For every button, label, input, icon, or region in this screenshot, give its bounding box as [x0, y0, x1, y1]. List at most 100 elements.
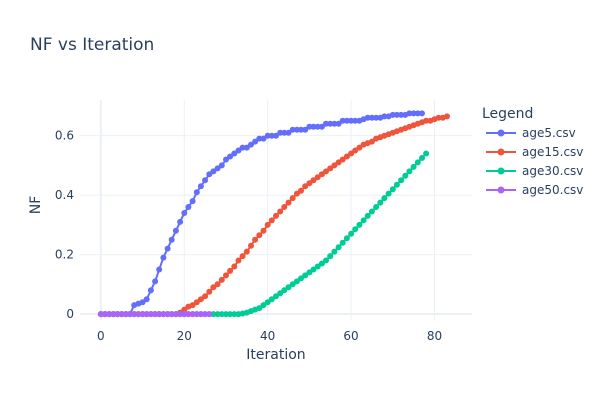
- data-point[interactable]: [193, 189, 200, 196]
- data-point[interactable]: [135, 311, 142, 318]
- data-point[interactable]: [423, 150, 430, 157]
- data-point[interactable]: [243, 248, 250, 255]
- data-point[interactable]: [264, 221, 271, 228]
- data-point[interactable]: [248, 141, 254, 148]
- data-point[interactable]: [231, 263, 238, 270]
- data-point[interactable]: [348, 117, 355, 124]
- data-point[interactable]: [298, 275, 304, 282]
- data-point[interactable]: [356, 144, 363, 151]
- data-point[interactable]: [227, 267, 234, 274]
- data-point[interactable]: [289, 126, 296, 133]
- data-point[interactable]: [210, 311, 217, 318]
- data-point[interactable]: [368, 208, 375, 215]
- data-point[interactable]: [172, 311, 179, 318]
- data-point[interactable]: [273, 132, 279, 139]
- data-point[interactable]: [268, 132, 275, 139]
- data-point[interactable]: [289, 195, 296, 202]
- data-point[interactable]: [285, 199, 292, 206]
- data-point[interactable]: [306, 123, 313, 130]
- data-point[interactable]: [364, 212, 371, 219]
- data-point[interactable]: [318, 123, 325, 130]
- data-point[interactable]: [398, 111, 405, 118]
- data-point[interactable]: [260, 227, 267, 234]
- data-point[interactable]: [327, 120, 334, 127]
- data-point[interactable]: [114, 311, 121, 318]
- data-point[interactable]: [310, 177, 317, 184]
- data-point[interactable]: [406, 110, 413, 117]
- data-point[interactable]: [302, 183, 309, 190]
- data-point[interactable]: [202, 177, 209, 184]
- data-point[interactable]: [147, 311, 154, 318]
- data-point[interactable]: [102, 311, 108, 318]
- data-point[interactable]: [152, 278, 159, 285]
- series-age50-csv[interactable]: [97, 311, 213, 318]
- data-point[interactable]: [160, 254, 167, 261]
- data-point[interactable]: [214, 165, 221, 172]
- data-point[interactable]: [419, 110, 425, 117]
- data-point[interactable]: [206, 288, 213, 295]
- data-point[interactable]: [168, 236, 175, 243]
- data-point[interactable]: [444, 113, 450, 120]
- data-point[interactable]: [168, 311, 175, 318]
- data-point[interactable]: [214, 281, 221, 288]
- data-point[interactable]: [206, 311, 213, 318]
- data-point[interactable]: [231, 311, 238, 318]
- data-point[interactable]: [348, 230, 355, 237]
- data-point[interactable]: [406, 168, 413, 175]
- data-point[interactable]: [122, 311, 129, 318]
- data-point[interactable]: [273, 212, 279, 219]
- data-point[interactable]: [181, 311, 188, 318]
- data-point[interactable]: [227, 311, 234, 318]
- data-point[interactable]: [343, 153, 350, 160]
- data-point[interactable]: [389, 186, 396, 193]
- data-point[interactable]: [264, 132, 271, 139]
- data-point[interactable]: [381, 195, 388, 202]
- data-point[interactable]: [202, 293, 209, 300]
- data-point[interactable]: [256, 305, 263, 312]
- data-point[interactable]: [289, 281, 296, 288]
- legend-item-age5-csv[interactable]: age5.csv: [486, 126, 576, 140]
- data-point[interactable]: [385, 190, 392, 197]
- data-point[interactable]: [152, 311, 159, 318]
- data-point[interactable]: [197, 311, 204, 318]
- data-point[interactable]: [106, 311, 113, 318]
- data-point[interactable]: [193, 299, 200, 306]
- series-age15-csv[interactable]: [97, 113, 450, 318]
- data-point[interactable]: [260, 135, 267, 142]
- data-point[interactable]: [285, 284, 292, 291]
- data-point[interactable]: [231, 150, 238, 157]
- data-point[interactable]: [352, 117, 359, 124]
- data-point[interactable]: [281, 204, 288, 210]
- data-point[interactable]: [252, 138, 259, 145]
- data-point[interactable]: [318, 260, 325, 267]
- data-point[interactable]: [147, 287, 154, 294]
- data-point[interactable]: [248, 242, 254, 249]
- legend-item-age50-csv[interactable]: age50.csv: [486, 183, 583, 197]
- data-point[interactable]: [393, 181, 400, 188]
- data-point[interactable]: [398, 177, 405, 184]
- data-point[interactable]: [210, 168, 217, 175]
- data-point[interactable]: [256, 232, 263, 239]
- data-point[interactable]: [310, 266, 317, 273]
- data-point[interactable]: [314, 174, 321, 181]
- data-point[interactable]: [335, 244, 342, 251]
- data-point[interactable]: [310, 123, 317, 130]
- data-point[interactable]: [239, 144, 246, 151]
- data-point[interactable]: [164, 311, 171, 318]
- data-point[interactable]: [243, 144, 250, 151]
- data-point[interactable]: [435, 114, 442, 121]
- data-point[interactable]: [402, 172, 409, 179]
- data-point[interactable]: [343, 117, 350, 124]
- data-point[interactable]: [377, 199, 384, 206]
- data-point[interactable]: [214, 311, 221, 318]
- data-point[interactable]: [181, 210, 188, 216]
- data-point[interactable]: [352, 147, 359, 154]
- data-point[interactable]: [223, 272, 229, 279]
- data-point[interactable]: [419, 155, 425, 161]
- data-point[interactable]: [193, 311, 200, 318]
- data-point[interactable]: [277, 208, 284, 215]
- data-point[interactable]: [373, 114, 380, 121]
- data-point[interactable]: [281, 129, 288, 136]
- data-point[interactable]: [327, 165, 334, 172]
- data-point[interactable]: [343, 235, 350, 242]
